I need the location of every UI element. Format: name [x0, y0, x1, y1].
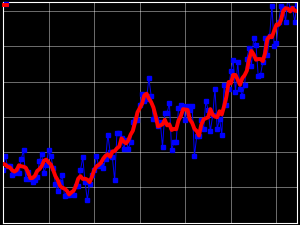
Legend: , : ,: [4, 3, 8, 6]
